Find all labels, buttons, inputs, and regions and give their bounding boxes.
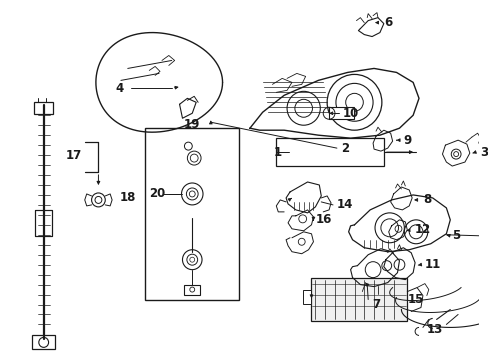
- Text: 2: 2: [340, 141, 348, 155]
- Text: 6: 6: [383, 16, 391, 29]
- Bar: [32, 336, 55, 349]
- Bar: [145, 128, 239, 300]
- Bar: [311, 278, 407, 321]
- Text: 18: 18: [120, 192, 136, 204]
- Text: 15: 15: [407, 293, 423, 306]
- Text: 3: 3: [480, 145, 488, 159]
- Text: 14: 14: [336, 198, 352, 211]
- Text: 13: 13: [426, 323, 442, 336]
- Text: 11: 11: [424, 258, 440, 271]
- Text: 9: 9: [403, 134, 411, 147]
- Bar: [276, 138, 383, 166]
- Text: 8: 8: [422, 193, 430, 206]
- Bar: [302, 289, 311, 303]
- Text: 1: 1: [273, 145, 282, 159]
- Text: 7: 7: [371, 298, 380, 311]
- Bar: [34, 102, 53, 114]
- Text: 16: 16: [315, 213, 331, 226]
- Bar: [328, 107, 353, 119]
- Text: 12: 12: [414, 223, 430, 236]
- Text: 10: 10: [342, 107, 358, 120]
- Text: 20: 20: [148, 188, 164, 201]
- Bar: [35, 210, 52, 236]
- Text: 5: 5: [451, 229, 460, 242]
- Text: 4: 4: [115, 82, 123, 95]
- Bar: [184, 285, 200, 294]
- Text: 19: 19: [183, 118, 200, 131]
- Text: 17: 17: [65, 149, 81, 162]
